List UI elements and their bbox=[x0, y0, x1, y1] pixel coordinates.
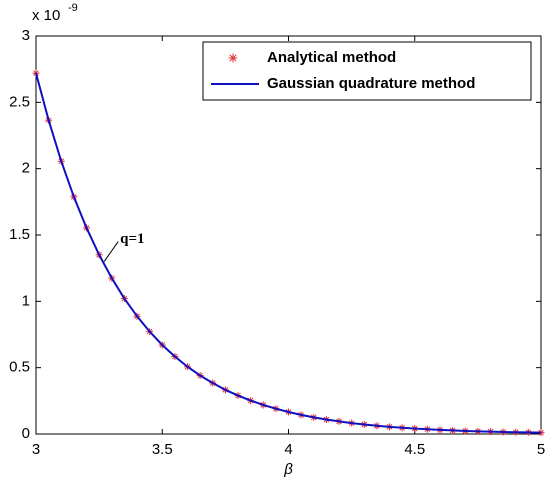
y-tick-label: 1.5 bbox=[9, 226, 30, 243]
y-tick-label: 2 bbox=[22, 160, 30, 177]
legend-box bbox=[202, 41, 532, 101]
x-tick-label: 4.5 bbox=[404, 441, 425, 458]
annotation-label: q=1 bbox=[120, 231, 144, 247]
x-axis-label: β bbox=[283, 461, 293, 478]
annotation-arrow bbox=[103, 241, 119, 262]
y-tick-label: 2.5 bbox=[9, 93, 30, 110]
x-tick-label: 3.5 bbox=[152, 441, 173, 458]
x-tick-label: 3 bbox=[32, 441, 40, 458]
y-multiplier: x 10 bbox=[32, 7, 60, 24]
x-tick-label: 5 bbox=[537, 441, 545, 458]
x-tick-label: 4 bbox=[284, 441, 292, 458]
series-line bbox=[35, 72, 542, 434]
y-tick-label: 0.5 bbox=[9, 359, 30, 376]
legend-marker bbox=[228, 53, 238, 63]
y-multiplier-exponent: -9 bbox=[68, 2, 78, 14]
legend-label: Analytical method bbox=[267, 49, 396, 66]
legend-label: Gaussian quadrature method bbox=[267, 75, 475, 92]
y-tick-label: 1 bbox=[22, 292, 30, 309]
y-tick-label: 3 bbox=[22, 27, 30, 44]
y-tick-label: 0 bbox=[22, 425, 30, 442]
